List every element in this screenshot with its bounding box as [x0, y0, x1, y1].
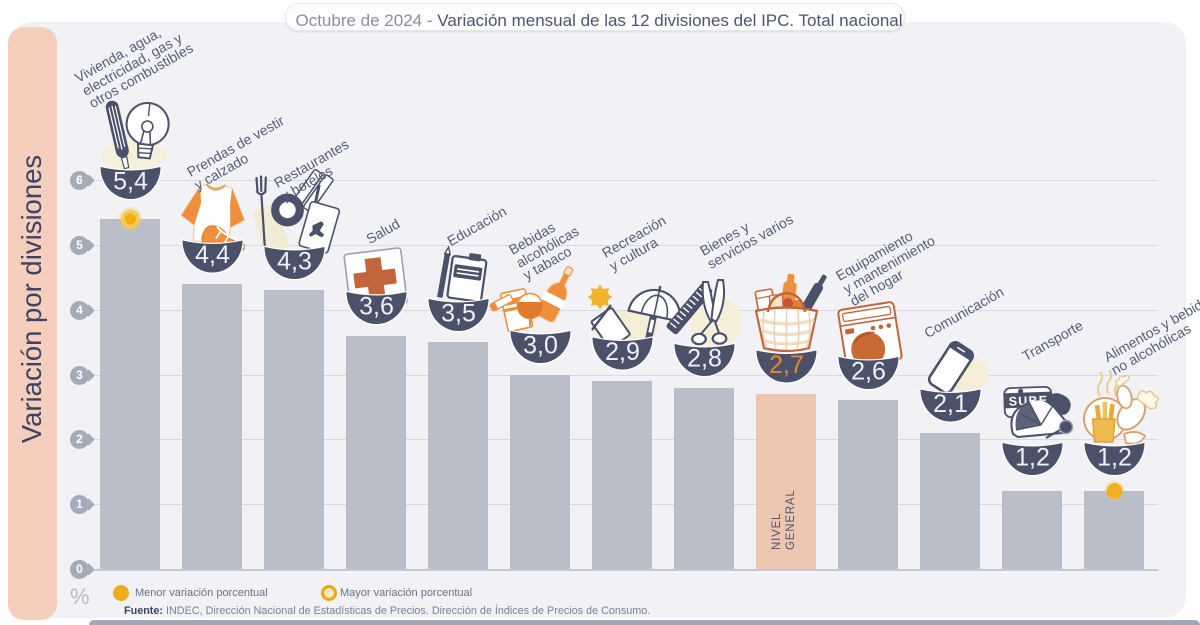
- svg-text:3,0: 3,0: [523, 332, 558, 360]
- svg-text:2,6: 2,6: [851, 358, 886, 386]
- svg-text:2,9: 2,9: [605, 338, 640, 366]
- svg-text:3,6: 3,6: [359, 293, 394, 321]
- svg-text:5,4: 5,4: [113, 168, 148, 196]
- svg-text:2,8: 2,8: [687, 345, 722, 373]
- svg-text:3,5: 3,5: [441, 300, 476, 328]
- svg-text:1,2: 1,2: [1097, 444, 1132, 472]
- svg-text:4,3: 4,3: [277, 248, 312, 276]
- svg-text:4,4: 4,4: [195, 241, 230, 269]
- svg-text:2,7: 2,7: [769, 351, 804, 379]
- svg-text:2,1: 2,1: [933, 390, 968, 418]
- svg-text:1,2: 1,2: [1015, 444, 1050, 472]
